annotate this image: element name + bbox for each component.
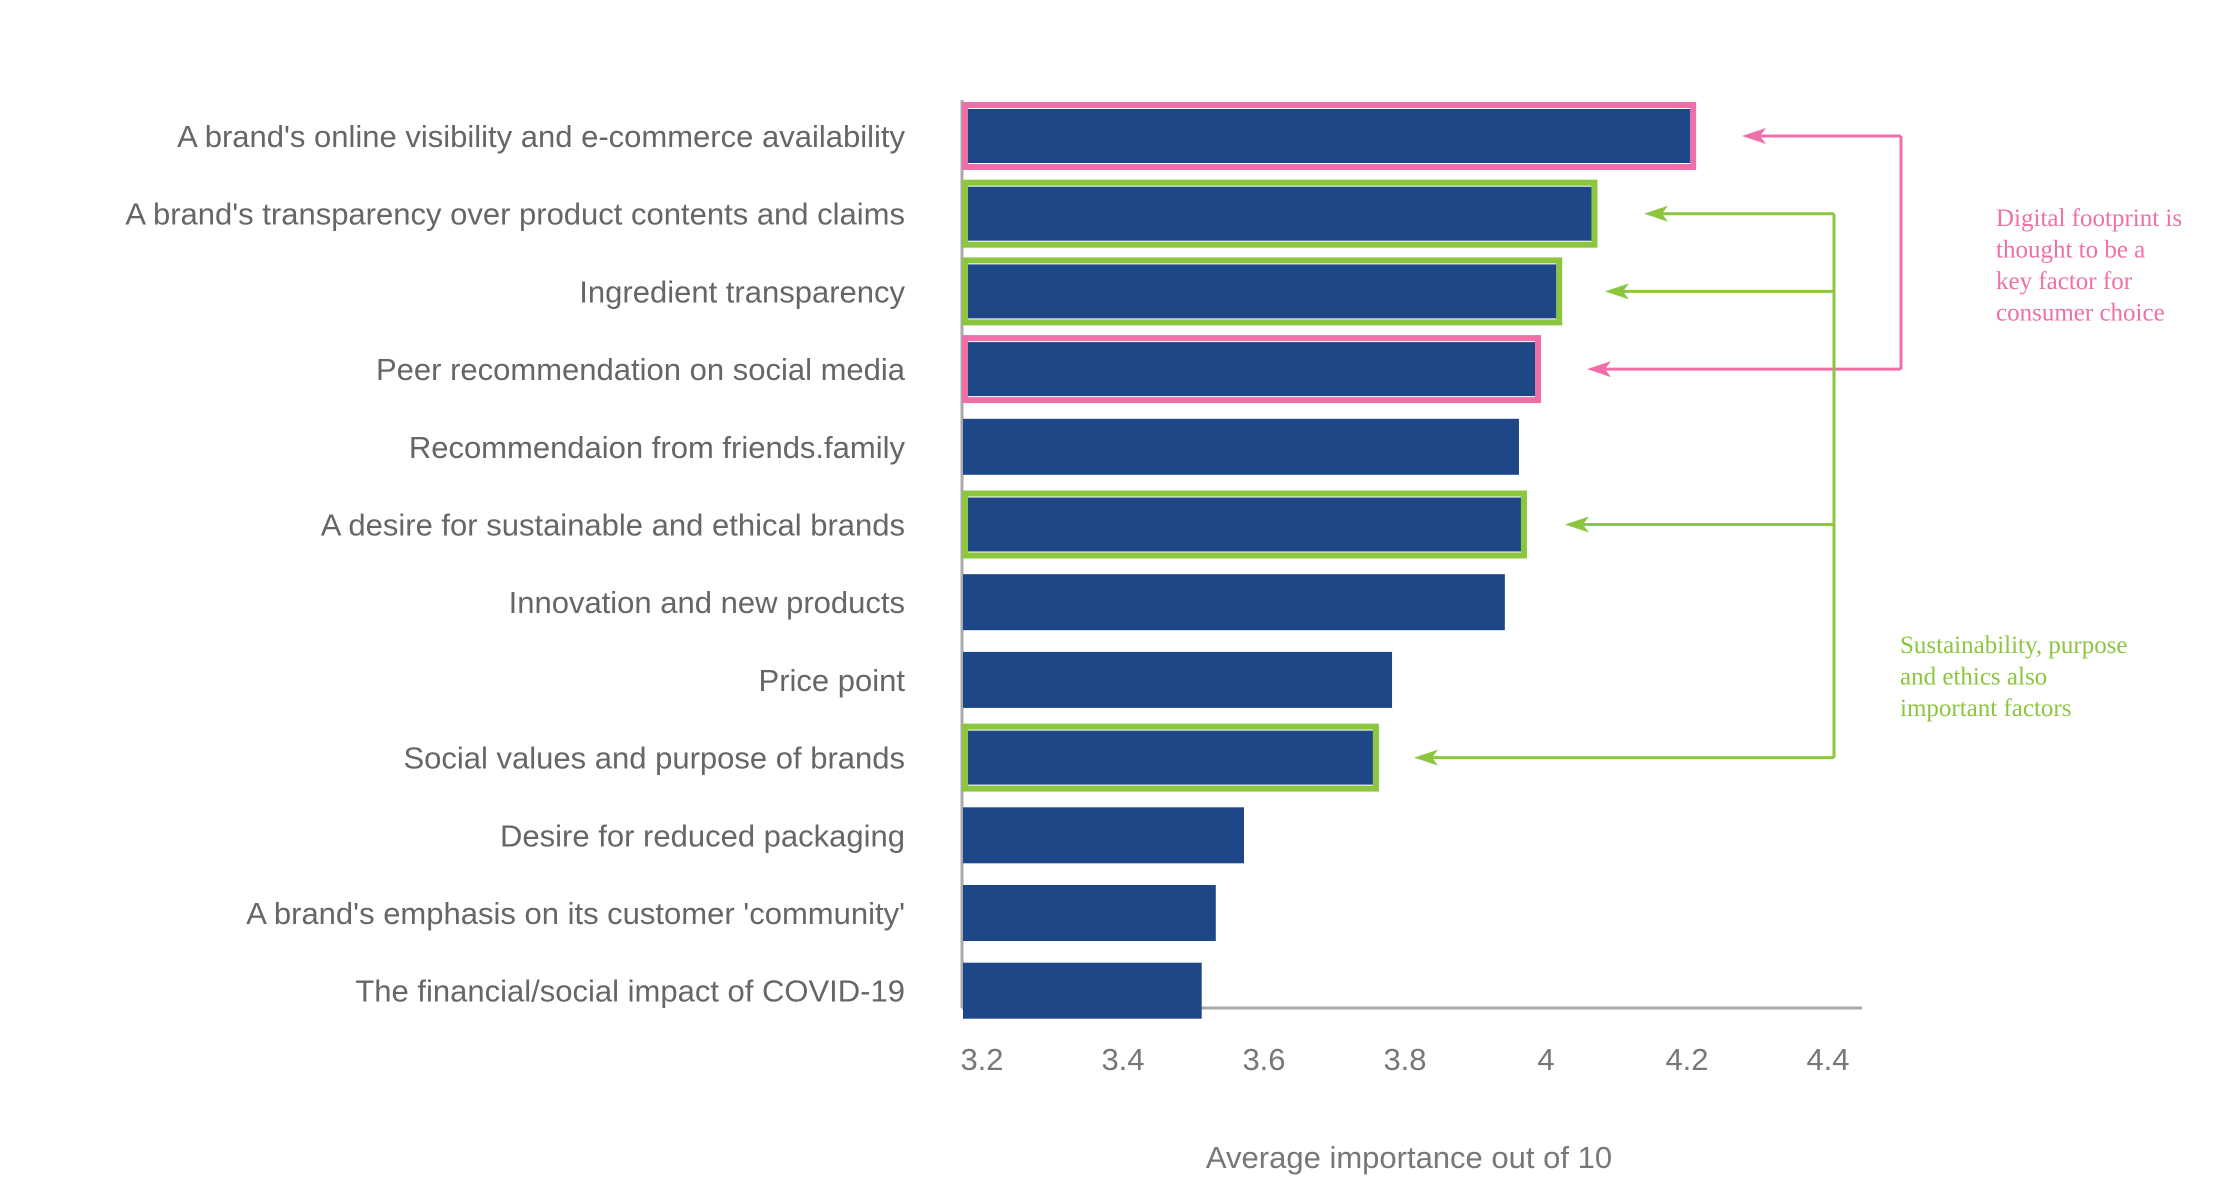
bar-highlight-outline: [962, 335, 1542, 404]
category-label: Recommendaion from friends.family: [409, 430, 906, 465]
bar: [963, 418, 1519, 475]
x-axis-title: Average importance out of 10: [1206, 1140, 1612, 1175]
category-label: Social values and purpose of brands: [404, 741, 906, 776]
arrowhead-icon: [1605, 283, 1629, 300]
bar: [963, 962, 1202, 1019]
bar: [963, 651, 1393, 708]
bar: [968, 730, 1373, 785]
arrowhead-icon: [1414, 749, 1438, 766]
annotation-text: consumer choice: [1996, 300, 2165, 327]
category-label: A brand's emphasis on its customer 'comm…: [246, 896, 905, 931]
annotation-text: Digital footprint is: [1996, 205, 2182, 232]
annotation-text: thought to be a: [1996, 237, 2145, 264]
bar-highlight-outline: [962, 723, 1379, 792]
annotation-text: Sustainability, purpose: [1900, 632, 2128, 659]
category-label: Innovation and new products: [509, 585, 905, 620]
category-label: A brand's transparency over product cont…: [125, 197, 905, 232]
x-tick-label: 3.4: [1101, 1042, 1144, 1077]
category-label: A desire for sustainable and ethical bra…: [321, 508, 905, 543]
x-tick-label: 3.2: [960, 1042, 1003, 1077]
x-tick-label: 4.4: [1806, 1042, 1849, 1077]
bar-highlight-outline: [962, 257, 1563, 326]
category-label: Desire for reduced packaging: [500, 818, 905, 853]
bar: [968, 497, 1521, 552]
category-label: Peer recommendation on social media: [376, 352, 906, 387]
bar: [963, 885, 1216, 941]
x-tick-label: 3.6: [1242, 1042, 1285, 1077]
bar-highlight-outline: [962, 179, 1598, 248]
category-label: A brand's online visibility and e-commer…: [177, 119, 905, 154]
bar: [968, 109, 1691, 163]
bar-highlight-outline: [962, 102, 1697, 170]
arrowhead-icon: [1644, 205, 1668, 222]
annotation-text: important factors: [1900, 695, 2071, 722]
category-label: Price point: [759, 663, 906, 698]
bar: [968, 186, 1592, 241]
x-tick-label: 4.2: [1665, 1042, 1708, 1077]
bar-highlight-outline: [962, 490, 1527, 559]
bar: [963, 807, 1244, 864]
category-label: Ingredient transparency: [579, 274, 905, 309]
bar: [968, 342, 1536, 397]
annotation-text: and ethics also: [1900, 664, 2047, 691]
x-tick-label: 3.8: [1383, 1042, 1426, 1077]
arrowhead-icon: [1587, 361, 1611, 378]
bar: [963, 574, 1505, 631]
annotation-text: key factor for: [1996, 268, 2133, 295]
x-tick-label: 4: [1537, 1042, 1554, 1077]
arrowhead-icon: [1742, 128, 1766, 144]
bar: [968, 264, 1557, 319]
arrowhead-icon: [1565, 516, 1589, 533]
category-label: The financial/social impact of COVID-19: [355, 974, 905, 1009]
